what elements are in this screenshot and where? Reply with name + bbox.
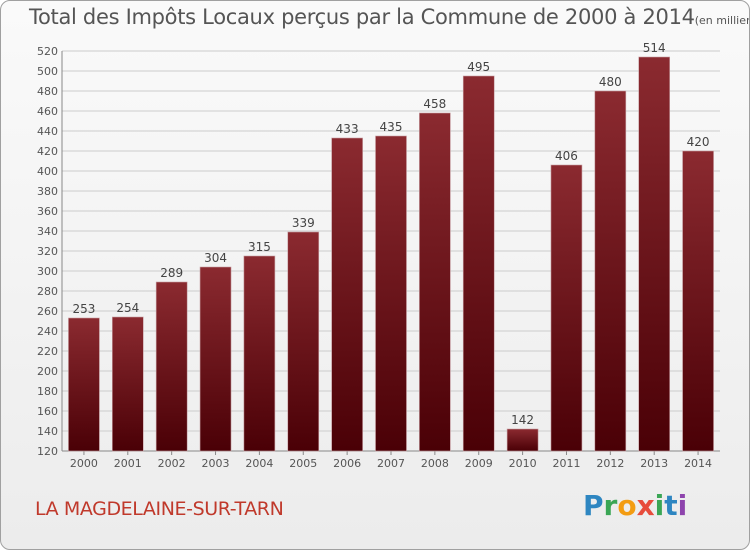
value-label: 433 <box>336 122 359 136</box>
chart-title-main: Total des Impôts Locaux perçus par la Co… <box>29 5 695 29</box>
value-label: 315 <box>248 240 271 254</box>
bar-2009 <box>462 75 495 452</box>
commune-name: LA MAGDELAINE-SUR-TARN <box>35 498 284 520</box>
logo-letter: t <box>664 489 678 522</box>
x-tick-label: 2007 <box>377 457 405 470</box>
x-tick-label: 2008 <box>421 457 449 470</box>
y-tick-label: 140 <box>37 425 58 438</box>
bar-2004 <box>243 255 276 452</box>
y-tick-label: 220 <box>37 345 58 358</box>
value-label: 142 <box>511 413 534 427</box>
value-label: 304 <box>204 251 227 265</box>
chart-title-unit: (en milliers d'€) <box>694 14 749 27</box>
y-tick-label: 340 <box>37 225 58 238</box>
y-tick-label: 400 <box>37 165 58 178</box>
value-label: 253 <box>72 302 95 316</box>
logo-letter: i <box>677 489 688 522</box>
x-tick-label: 2006 <box>333 457 361 470</box>
value-label: 406 <box>555 149 578 163</box>
y-tick-label: 180 <box>37 385 58 398</box>
value-label: 458 <box>423 97 446 111</box>
x-tick-label: 2002 <box>158 457 186 470</box>
bar-2002 <box>155 281 188 452</box>
y-tick-label: 160 <box>37 405 58 418</box>
x-tick-label: 2001 <box>114 457 142 470</box>
bar-2005 <box>287 231 320 452</box>
bar-2013 <box>638 56 671 452</box>
y-tick-label: 320 <box>37 245 58 258</box>
logo-letter: P <box>583 489 604 522</box>
x-tick-label: 2010 <box>509 457 537 470</box>
value-label: 514 <box>643 41 666 55</box>
value-label: 435 <box>380 120 403 134</box>
y-tick-label: 480 <box>37 85 58 98</box>
data-labels: 253 254 289 304 315 339 433 435 458 495 142 406 480 5… <box>72 41 709 427</box>
chart-title: Total des Impôts Locaux perçus par la Co… <box>1 5 749 29</box>
bar-2001 <box>112 316 144 452</box>
x-tick-label: 2003 <box>202 457 230 470</box>
bar-2010 <box>506 428 539 452</box>
bar-2003 <box>199 266 232 452</box>
x-tick-label: 2014 <box>684 457 712 470</box>
y-tick-label: 360 <box>37 205 58 218</box>
x-tick-label: 2000 <box>70 457 98 470</box>
bar-2008 <box>419 112 451 452</box>
bar-2007 <box>375 135 407 452</box>
y-tick-label: 300 <box>37 265 58 278</box>
x-tick-label: 2009 <box>465 457 493 470</box>
value-label: 480 <box>599 75 622 89</box>
bars <box>68 56 714 452</box>
value-label: 420 <box>687 135 710 149</box>
logo-letter: o <box>617 489 637 522</box>
x-tick-label: 2005 <box>289 457 317 470</box>
value-label: 289 <box>160 266 183 280</box>
y-tick-label: 420 <box>37 145 58 158</box>
axes: 120 140 160 180 200 220 240 260 280 300 320 340 360 3… <box>37 45 720 470</box>
x-tick-label: 2012 <box>596 457 624 470</box>
y-tick-label: 280 <box>37 285 58 298</box>
logo-letter: i <box>654 489 665 522</box>
y-tick-label: 500 <box>37 65 58 78</box>
value-label: 254 <box>116 301 139 315</box>
logo-letter: r <box>603 489 618 522</box>
y-tick-label: 460 <box>37 105 58 118</box>
bar-2006 <box>331 137 363 452</box>
y-tick-label: 260 <box>37 305 58 318</box>
bar-2011 <box>550 164 583 452</box>
y-tick-label: 380 <box>37 185 58 198</box>
x-tick-label: 2013 <box>640 457 668 470</box>
logo-letter: x <box>636 489 655 522</box>
x-tick-label: 2011 <box>552 457 580 470</box>
y-tick-label: 200 <box>37 365 58 378</box>
y-tick-label: 440 <box>37 125 58 138</box>
bar-2000 <box>68 317 100 452</box>
value-label: 495 <box>467 60 490 74</box>
y-tick-label: 120 <box>37 445 58 458</box>
y-tick-label: 520 <box>37 45 58 58</box>
x-tick-label: 2004 <box>245 457 273 470</box>
bar-2012 <box>594 90 627 452</box>
y-tick-label: 240 <box>37 325 58 338</box>
proxiti-logo[interactable]: Proxiti <box>583 489 687 522</box>
bar-2014 <box>682 150 714 452</box>
value-label: 339 <box>292 216 315 230</box>
